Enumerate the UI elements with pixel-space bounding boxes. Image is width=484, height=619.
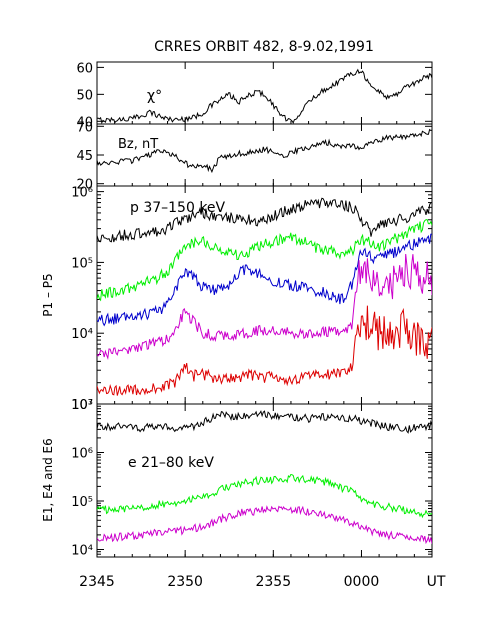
series-line [97,68,432,124]
y-tick-label: 10⁴ [71,327,93,342]
y-tick-label: 10⁷ [71,398,93,413]
y-tick-label: 20 [76,178,93,193]
y-tick-label: 45 [76,149,93,164]
series-line [97,233,432,327]
series-line [97,197,432,243]
chart-title: CRRES ORBIT 482, 8-9.02,1991 [154,39,374,55]
x-tick-label: 2345 [79,574,115,590]
chart-panels: 40 50 60 χ° 20 45 70 Bz, nT 10³ 10⁴ 10⁵ 10⁶ p 37–150… [41,61,433,558]
panel-chi: 40 50 60 χ° [76,61,433,130]
series-line [97,128,432,174]
y-tick-label: 70 [76,120,93,135]
y-tick-label: 10⁴ [71,543,93,558]
x-axis-labels: 2345 2350 2355 0000 UT [79,574,446,590]
panel-bz: 20 45 70 Bz, nT [76,120,433,193]
y-tick-label: 10⁶ [71,186,93,201]
y-tick-label: 10⁵ [71,256,93,271]
x-tick-label: 2355 [255,574,291,590]
series-line [97,219,432,302]
panel-annotation: e 21–80 keV [128,455,214,471]
y-tick-label: 10⁶ [71,446,93,461]
panel-protons: 10³ 10⁴ 10⁵ 10⁶ p 37–150 keV P1 – P5 [41,185,433,413]
series-line [97,410,432,434]
panel-electrons: 10⁴ 10⁵ 10⁶ 10⁷ e 21–80 keV E1, E4 and E6 [41,398,433,558]
y-tick-label: 40 [76,115,93,130]
series-line [97,473,432,519]
x-tick-label: 2350 [167,574,203,590]
y-tick-label: 10³ [71,398,93,413]
y-tick-label: 50 [76,88,93,103]
x-tick-label: 0000 [344,574,380,590]
y-axis-label: P1 – P5 [41,273,55,316]
y-axis-label: E1, E4 and E6 [41,438,55,521]
series-line [97,253,432,360]
series-line [97,505,432,545]
y-tick-label: 10⁵ [71,495,93,510]
panel-annotation: χ° [147,88,162,104]
x-tick-label: UT [427,574,446,590]
panel-frame [96,403,433,558]
panel-annotation: Bz, nT [118,137,158,152]
y-tick-label: 60 [76,61,93,76]
panel-annotation: p 37–150 keV [130,200,226,216]
series-line [97,305,432,396]
